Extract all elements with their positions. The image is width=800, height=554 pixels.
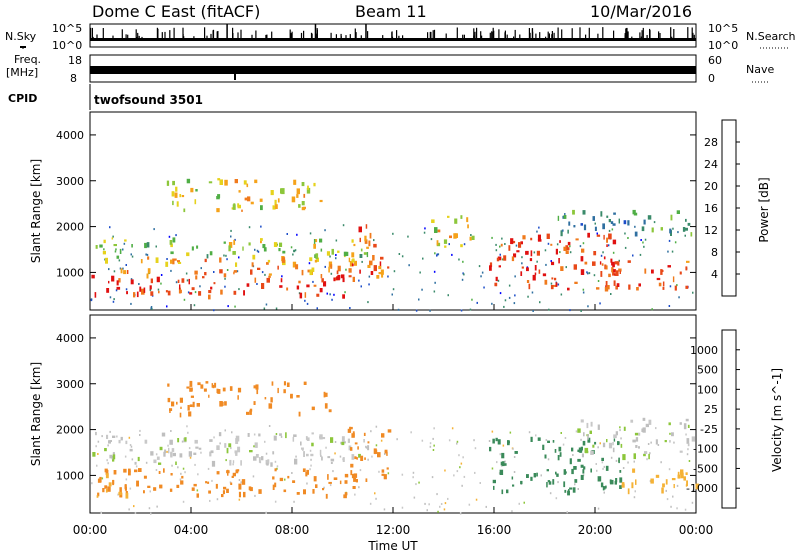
date-title: 10/Mar/2016 xyxy=(590,2,692,21)
colorbar-tick-label: 500 xyxy=(697,364,718,377)
x-tick-label: 00:00 xyxy=(679,523,714,537)
cpid-panel: CPID twofsound 3501 xyxy=(8,84,203,110)
y-tick-label: 3000 xyxy=(56,175,84,188)
y-tick-label: 4000 xyxy=(56,332,84,345)
velocity-ylabel: Slant Range [km] xyxy=(29,362,43,466)
colorbar-tick-label: -1000 xyxy=(686,482,718,495)
colorbar-tick-label: -500 xyxy=(693,462,718,475)
x-tick-label: 20:00 xyxy=(578,523,613,537)
nsearch-tick-top: 10^5 xyxy=(708,22,738,35)
freq-label: Freq. xyxy=(14,53,41,66)
y-tick-label: 3000 xyxy=(56,378,84,391)
x-tick-label: 08:00 xyxy=(275,523,310,537)
nsearch-tick-bottom: 10^0 xyxy=(708,39,738,52)
station-title: Dome C East (fitACF) xyxy=(92,2,260,21)
nsky-label: N.Sky xyxy=(5,30,37,43)
velocity-colorbar-label: Velocity [m s^-1] xyxy=(770,368,784,472)
power-colorbar-label: Power [dB] xyxy=(757,177,771,242)
power-y-ticks: 1000 2000 3000 4000 xyxy=(56,129,696,279)
freq-band xyxy=(90,66,696,74)
colorbar-tick-label: -25 xyxy=(700,423,718,436)
x-tick-label: 16:00 xyxy=(477,523,512,537)
colorbar-tick-label: 16 xyxy=(704,202,718,215)
nave-tick-top: 60 xyxy=(708,54,722,67)
freq-tick-top: 18 xyxy=(68,54,82,67)
y-tick-label: 2000 xyxy=(56,221,84,234)
x-tick-label: 04:00 xyxy=(174,523,209,537)
colorbar-tick-label: -100 xyxy=(693,443,718,456)
nsky-tick-bottom: 10^0 xyxy=(52,39,82,52)
nsky-tick-top: 10^5 xyxy=(52,22,82,35)
colorbar-tick-label: 20 xyxy=(704,180,718,193)
nave-label: Nave xyxy=(746,63,774,76)
freq-panel: Freq. [MHz] 18 8 60 0 Nave xyxy=(6,53,774,85)
freq-unit: [MHz] xyxy=(6,66,38,79)
x-axis-ticks: 00:00 04:00 08:00 12:00 16:00 20:00 00:00 xyxy=(73,304,714,537)
nsky-trace xyxy=(90,24,696,41)
power-panel: 1000 2000 3000 4000 Slant Range [km] 4 8 12 16… xyxy=(29,111,771,312)
velocity-heatmap xyxy=(91,380,699,515)
colorbar-tick-label: 4 xyxy=(711,268,718,281)
x-tick-label: 00:00 xyxy=(73,523,108,537)
cpid-value: twofsound 3501 xyxy=(94,93,203,107)
nave-tick-bottom: 0 xyxy=(708,72,715,85)
y-tick-label: 4000 xyxy=(56,129,84,142)
cpid-label: CPID xyxy=(8,92,37,105)
y-tick-label: 1000 xyxy=(56,266,84,279)
colorbar-tick-label: 12 xyxy=(704,224,718,237)
velocity-y-ticks: 1000 2000 3000 4000 xyxy=(56,332,696,482)
power-colorbar: 4 8 12 16 20 24 28 xyxy=(704,119,740,297)
colorbar-tick-label: 28 xyxy=(704,136,718,149)
x-tick-label: 12:00 xyxy=(376,523,411,537)
power-heatmap xyxy=(90,178,694,312)
y-tick-label: 2000 xyxy=(56,424,84,437)
colorbar-tick-label: 8 xyxy=(711,246,718,259)
freq-tick-bottom: 8 xyxy=(70,72,77,85)
velocity-colorbar: -1000 -500 -100 -25 25 100 500 1000 xyxy=(686,329,740,509)
colorbar-tick-label: 1000 xyxy=(690,344,718,357)
y-tick-label: 1000 xyxy=(56,469,84,482)
x-axis-title: Time UT xyxy=(367,539,418,553)
colorbar-tick-label: 24 xyxy=(704,158,718,171)
nsearch-label: N.Search xyxy=(746,30,796,43)
beam-title: Beam 11 xyxy=(355,2,427,21)
colorbar-tick-label: 100 xyxy=(697,383,718,396)
colorbar-tick-label: 25 xyxy=(704,403,718,416)
nsky-panel: N.Sky 10^5 10^0 10^5 10^0 N.Search xyxy=(5,22,796,52)
power-ylabel: Slant Range [km] xyxy=(29,159,43,263)
